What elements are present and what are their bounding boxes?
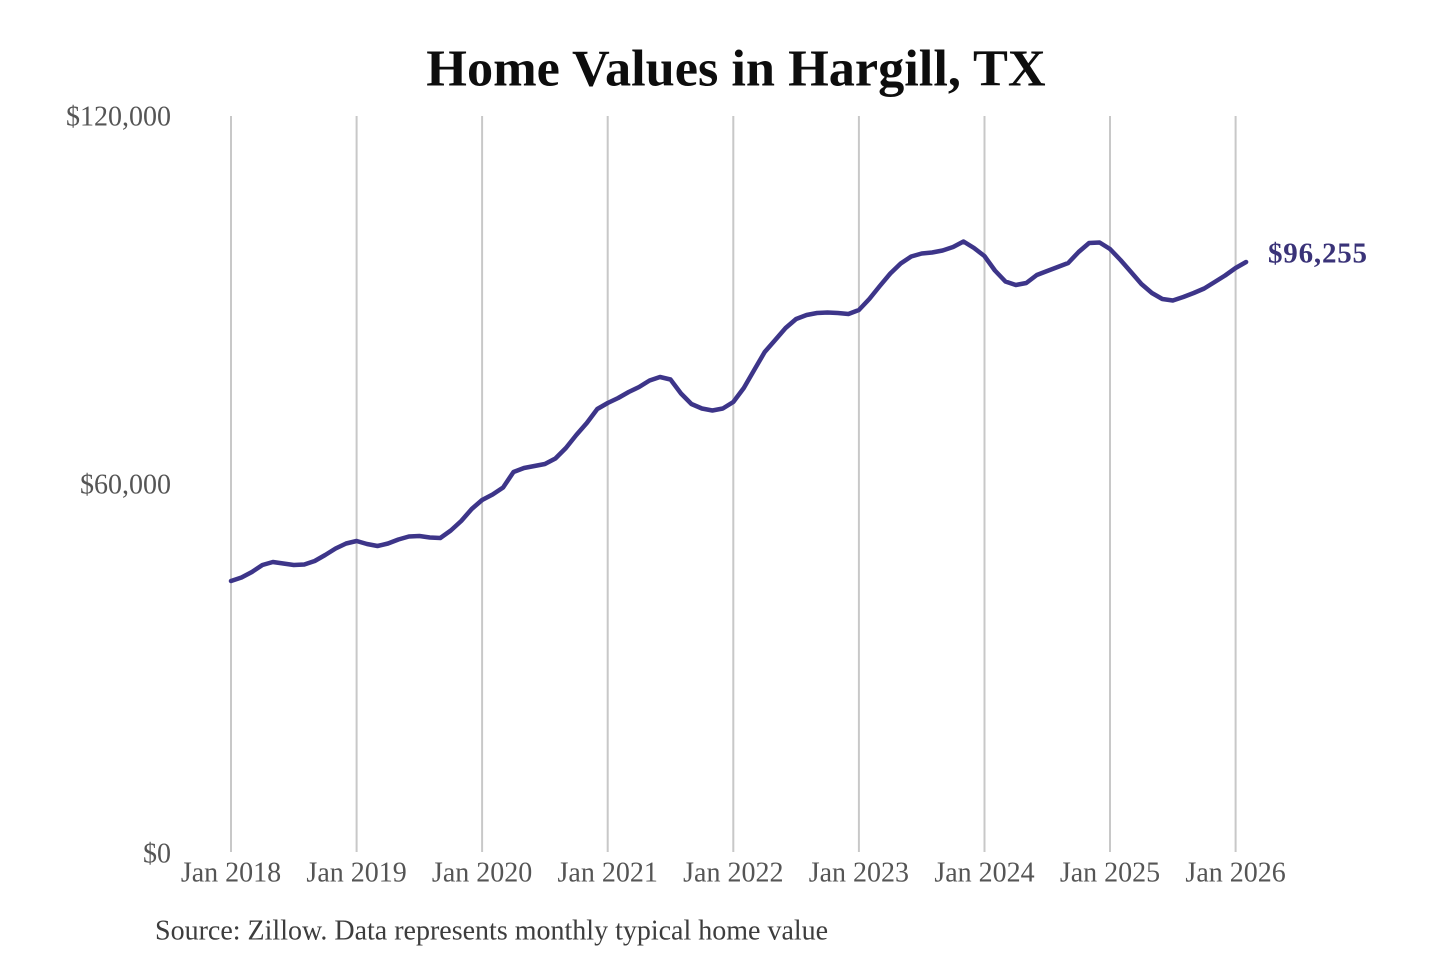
svg-text:Jan 2021: Jan 2021 [558,858,658,889]
svg-text:Jan 2026: Jan 2026 [1185,858,1285,889]
svg-text:Jan 2022: Jan 2022 [683,858,783,889]
svg-text:Jan 2025: Jan 2025 [1060,858,1160,889]
svg-text:$96,255: $96,255 [1268,238,1368,270]
svg-text:Source: Zillow. Data represent: Source: Zillow. Data represents monthly … [155,916,828,947]
svg-text:$120,000: $120,000 [66,102,171,133]
svg-text:Jan 2018: Jan 2018 [181,858,281,889]
svg-text:Home Values in Hargill, TX: Home Values in Hargill, TX [426,40,1046,98]
svg-text:Jan 2020: Jan 2020 [432,858,532,889]
svg-text:$0: $0 [143,839,171,870]
svg-text:Jan 2019: Jan 2019 [306,858,406,889]
svg-text:Jan 2023: Jan 2023 [809,858,909,889]
svg-text:$60,000: $60,000 [80,470,171,501]
svg-text:Jan 2024: Jan 2024 [934,858,1034,889]
